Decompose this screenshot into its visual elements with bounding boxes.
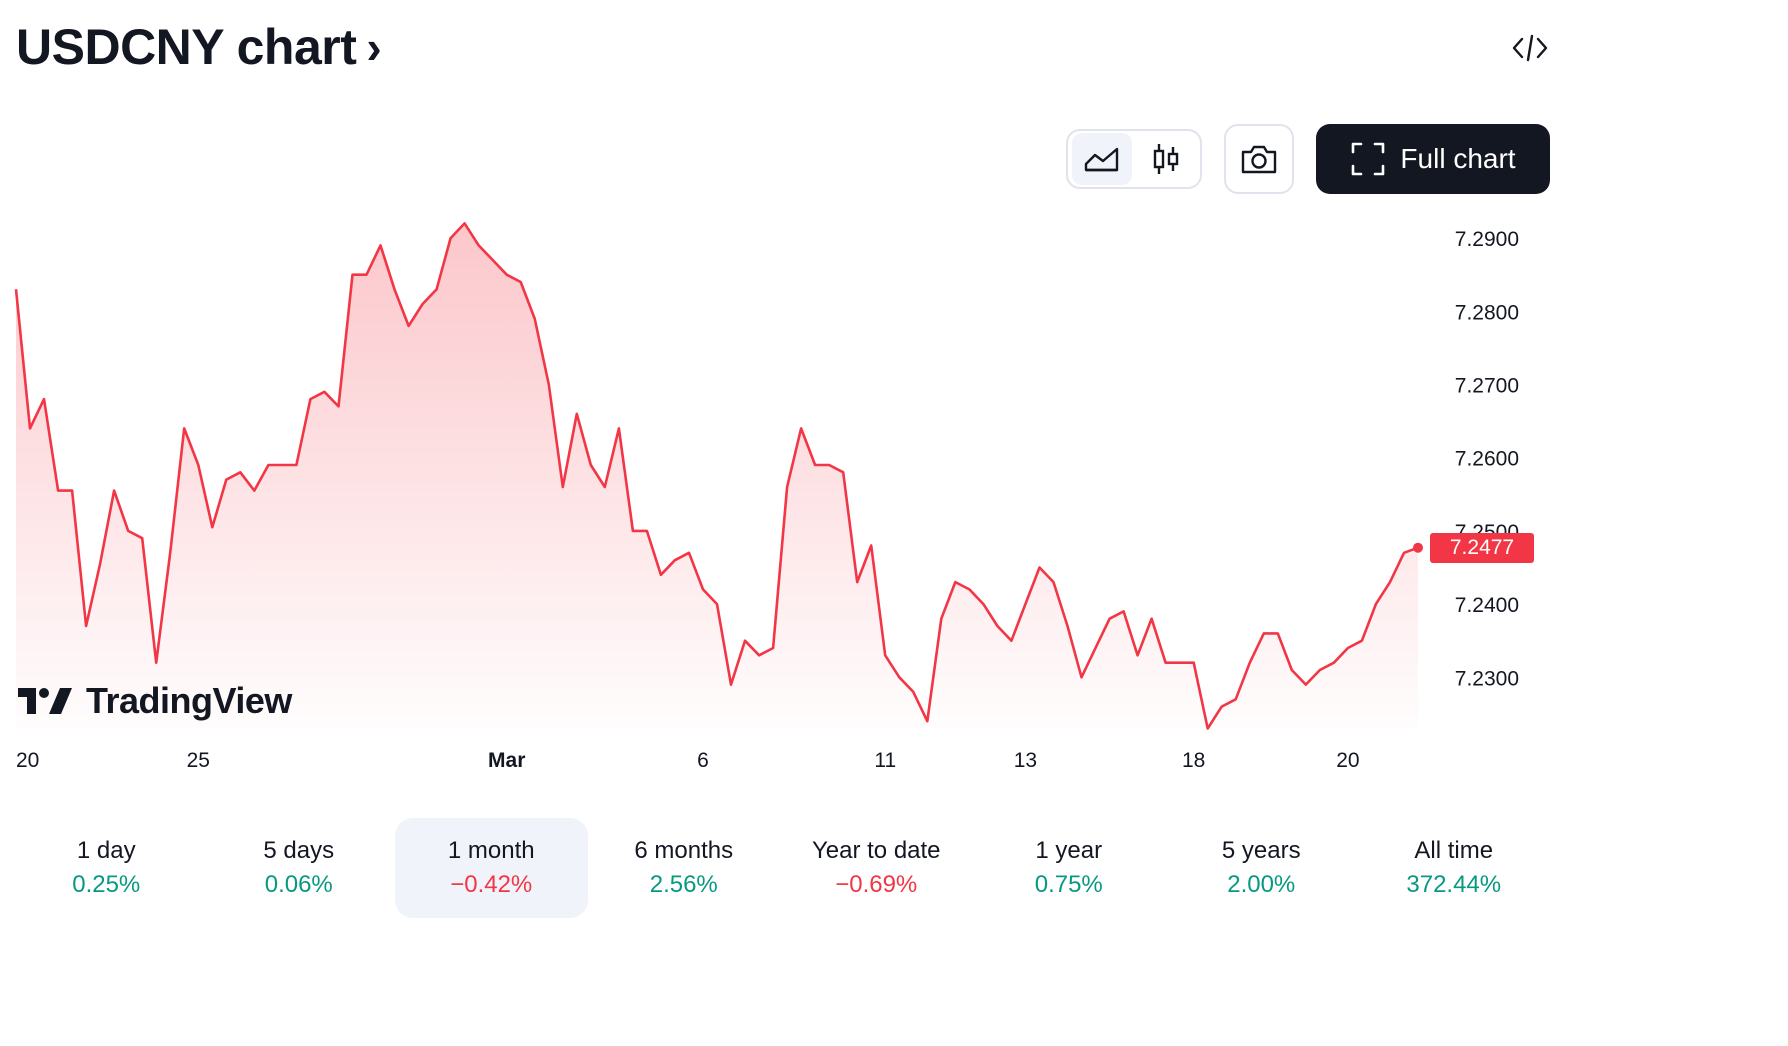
logo-text: TradingView: [86, 680, 292, 721]
y-tick-label: 7.2900: [1455, 228, 1519, 251]
range-item[interactable]: 1 year 0.75%: [973, 818, 1166, 918]
x-tick-label: Mar: [488, 749, 525, 772]
range-selector: 1 day 0.25% 5 days 0.06% 1 month −0.42% 6 mont…: [10, 818, 1550, 918]
x-tick-label: 13: [1014, 749, 1037, 772]
range-item[interactable]: 6 months 2.56%: [588, 818, 781, 918]
range-change: 0.25%: [72, 871, 141, 898]
x-tick-label: 25: [187, 749, 210, 772]
price-area-fill: [16, 223, 1418, 730]
range-item[interactable]: 1 month −0.42%: [395, 818, 588, 918]
x-tick-label: 6: [697, 749, 709, 772]
range-change: 2.56%: [649, 871, 718, 898]
chevron-right-icon[interactable]: ›: [366, 21, 382, 73]
range-change: 0.75%: [1034, 871, 1103, 898]
y-tick-label: 7.2800: [1455, 301, 1519, 324]
chart-title-row[interactable]: USDCNY chart ›: [16, 18, 382, 76]
x-tick-label: 11: [874, 749, 896, 772]
range-item[interactable]: 1 day 0.25%: [10, 818, 203, 918]
x-tick-label: 20: [1336, 749, 1359, 772]
full-chart-label: Full chart: [1400, 143, 1516, 174]
range-item[interactable]: 5 days 0.06%: [203, 818, 396, 918]
x-tick-label: 20: [16, 749, 39, 772]
range-label: All time: [1414, 837, 1494, 864]
embed-code-icon[interactable]: [1510, 28, 1550, 68]
last-price-dot: [1413, 542, 1423, 553]
full-chart-button[interactable]: Full chart: [1316, 124, 1550, 194]
price-line: [14, 222, 1419, 730]
range-label: 1 year: [1035, 837, 1103, 864]
tradingview-logo-icon: [18, 688, 72, 714]
range-change: −0.69%: [835, 871, 918, 898]
range-change: −0.42%: [450, 871, 533, 898]
fullscreen-icon: [1352, 142, 1385, 176]
x-tick-label: 18: [1182, 749, 1205, 772]
range-change: 0.06%: [264, 871, 333, 898]
range-item[interactable]: All time 372.44%: [1358, 818, 1551, 918]
page-title[interactable]: USDCNY chart: [16, 19, 357, 75]
area-chart-button[interactable]: [1072, 133, 1132, 185]
range-label: 5 days: [263, 837, 335, 864]
y-tick-label: 7.2700: [1455, 374, 1519, 397]
candles-chart-button[interactable]: [1136, 133, 1196, 185]
chart-toolbar: Full chart: [1066, 124, 1550, 194]
range-label: 1 day: [76, 837, 136, 864]
range-label: 5 years: [1221, 837, 1301, 864]
y-tick-label: 7.2400: [1455, 594, 1519, 617]
last-price-label: 7.2477: [1430, 532, 1534, 563]
camera-icon: [1241, 145, 1277, 174]
range-label: Year to date: [811, 837, 941, 864]
range-label: 6 months: [634, 837, 734, 864]
candlestick-icon: [1153, 144, 1179, 174]
y-tick-label: 7.2300: [1455, 667, 1519, 690]
chart-style-toggle: [1066, 129, 1202, 189]
range-label: 1 month: [447, 837, 535, 864]
tradingview-logo[interactable]: TradingView: [18, 680, 292, 722]
range-item[interactable]: Year to date −0.69%: [780, 818, 973, 918]
area-chart-icon: [1084, 147, 1119, 172]
range-item[interactable]: 5 years 2.00%: [1165, 818, 1358, 918]
range-change: 372.44%: [1406, 871, 1502, 898]
snapshot-button[interactable]: [1224, 124, 1294, 194]
y-tick-label: 7.2600: [1455, 448, 1519, 471]
range-change: 2.00%: [1227, 871, 1296, 898]
price-chart[interactable]: 7.29007.28007.27007.26007.25007.24007.23…: [0, 200, 1560, 790]
